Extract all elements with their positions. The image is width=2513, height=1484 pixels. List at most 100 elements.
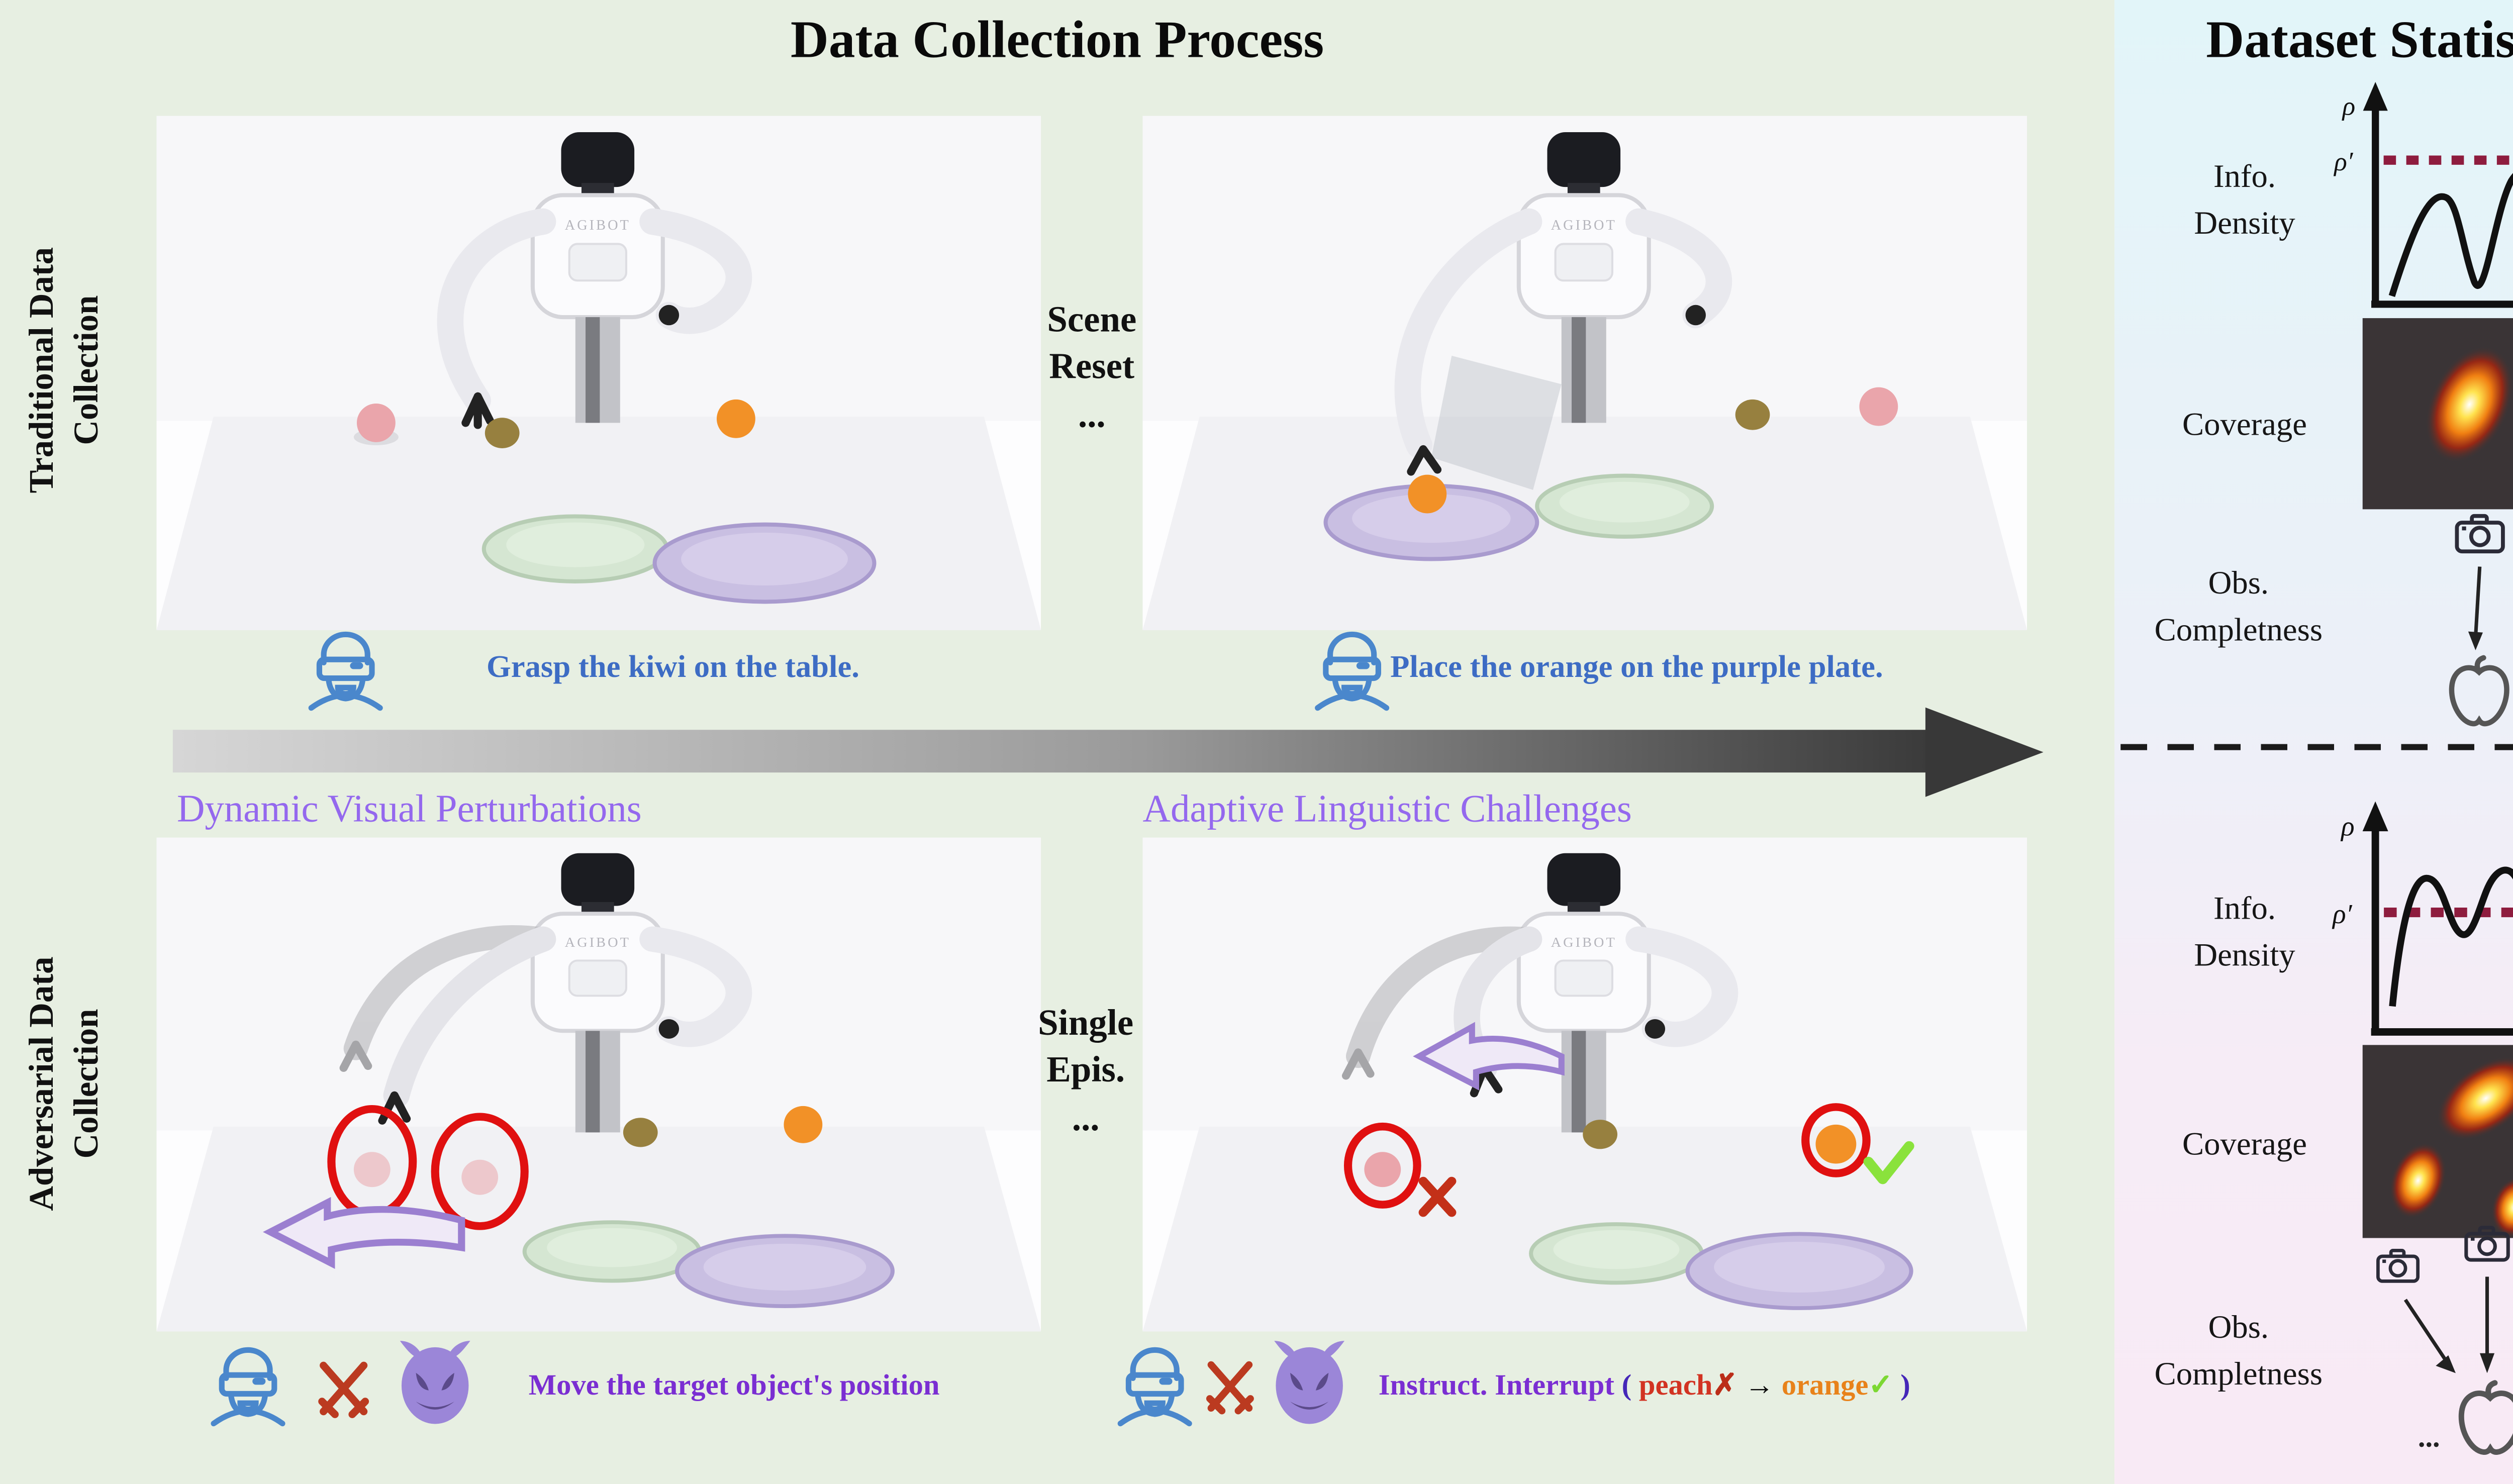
interrupt-old-target: peach [1638, 1370, 1713, 1403]
peach-new-position [461, 1159, 499, 1195]
purple-move-arrow [1413, 1022, 1565, 1091]
devil-emoji-icon [400, 1341, 470, 1424]
arrow-shaft [172, 730, 1934, 773]
robot-right-arm [1625, 208, 1732, 329]
threshold-label: ρ′ [2333, 147, 2354, 176]
photo-adversarial-interrupt: AGIBOT [1142, 837, 2027, 1332]
heat-blob [2389, 1142, 2447, 1219]
subhead-linguistic-challenges: Adaptive Linguistic Challenges [1142, 788, 1632, 832]
robot-brand-label: AGIBOT [1551, 218, 1617, 233]
view-arrow [2473, 566, 2482, 638]
robot-scene-3: AGIBOT [156, 837, 1041, 1332]
interrupt-close-paren: ) [1900, 1370, 1910, 1403]
interrupt-new-target: orange [1781, 1370, 1869, 1403]
robot-brand-label: AGIBOT [565, 218, 631, 233]
view-arrow [2403, 1299, 2449, 1364]
coverage-heatmap-traditional [2362, 318, 2513, 510]
heat-blob [2425, 346, 2513, 463]
robot-left-arm [437, 208, 556, 414]
kiwi [623, 1118, 658, 1147]
robot: AGIBOT [1516, 853, 1651, 1133]
crossed-swords-icon [318, 1361, 369, 1418]
interrupt-open-paren: ( [1621, 1370, 1632, 1403]
info-density-chart-traditional: ρ ρ′ t [2333, 82, 2513, 308]
peach [356, 403, 396, 442]
density-curve [2388, 173, 2513, 297]
kiwi [485, 418, 520, 448]
robot-left-arm [383, 926, 556, 1108]
kiwi [1583, 1120, 1618, 1149]
robot-head [1547, 132, 1621, 187]
subhead-visual-perturbations: Dynamic Visual Perturbations [176, 788, 642, 832]
dataset-statistics-title: Dataset Statistics [2206, 10, 2513, 69]
red-highlight-circle [1801, 1103, 1871, 1177]
photo-adversarial-move: AGIBOT [156, 837, 1041, 1332]
section-divider-dashed [2120, 744, 2513, 750]
robot: AGIBOT [530, 853, 665, 1133]
purple-move-arrow [263, 1197, 465, 1269]
coverage-heatmap-adversarial [2362, 1045, 2513, 1238]
gripper [1407, 445, 1442, 476]
camera-icon [2378, 1250, 2418, 1281]
robot-right-arm [639, 208, 752, 334]
single-episode-label: Single Epis. ... [1038, 1002, 1134, 1138]
orange-fruit [716, 399, 755, 438]
threshold-label: ρ′ [2332, 899, 2352, 929]
panel-data-collection: Data Collection Process Traditional Data… [0, 0, 2115, 1484]
robot: AGIBOT [1516, 132, 1651, 423]
camera-icon [2466, 1228, 2508, 1260]
robot-head [1547, 853, 1621, 906]
more-cameras-ellipsis: ... [2418, 1420, 2440, 1453]
peach [1364, 1152, 1401, 1188]
heat-blob [2437, 1056, 2513, 1140]
ghost-arm [339, 925, 555, 1072]
interrupt-prefix: Instruct. Interrupt [1378, 1370, 1614, 1403]
obs-completeness-traditional [2371, 512, 2513, 732]
stat-label-obs-top: Obs. Completness [2154, 567, 2323, 649]
stat-label-info-density-bottom: Info. Density [2194, 892, 2295, 974]
green-check-mark [1863, 1141, 1914, 1184]
red-cross-glyph: ✗ [1712, 1370, 1737, 1403]
stat-label-coverage-bottom: Coverage [2182, 1128, 2307, 1163]
robot-scene-4: AGIBOT [1142, 837, 2027, 1332]
orange-fruit [784, 1106, 823, 1143]
robot-brand-label: AGIBOT [1551, 935, 1617, 950]
interrupt-arrow-glyph: → [1745, 1370, 1775, 1403]
red-cross-mark [1418, 1176, 1457, 1217]
density-curve [2389, 866, 2513, 1007]
robot-right-arm [1625, 926, 1738, 1047]
apple-outline-icon [2452, 658, 2507, 724]
red-highlight-circle [431, 1113, 529, 1230]
gripper [461, 392, 495, 429]
scene-reset-label: Scene Reset ... [1047, 299, 1137, 435]
robot-left-arm [1394, 208, 1542, 459]
data-collection-title: Data Collection Process [790, 10, 1324, 69]
devil-emoji-icon [1274, 1341, 1345, 1424]
row-label-traditional: Traditional Data Collection [22, 247, 106, 493]
row-label-adversarial: Adversarial Data Collection [22, 956, 106, 1211]
vr-goggles-person-icon [1117, 1347, 1192, 1427]
apple-outline-icon [2461, 1383, 2513, 1452]
vr-goggles-person-icon [1315, 631, 1390, 711]
caption-grasp: Grasp the kiwi on the table. [486, 650, 860, 685]
vr-goggles-person-icon [308, 631, 383, 711]
stat-label-obs-bottom: Obs. Completness [2154, 1311, 2323, 1393]
ghost-arm [1341, 926, 1541, 1080]
y-axis-label: ρ [2342, 91, 2356, 121]
kiwi [1735, 399, 1770, 430]
peach-old-position [353, 1152, 391, 1188]
camera-icon [2457, 516, 2503, 551]
crossed-swords-icon [1206, 1361, 1254, 1415]
caption-move-object: Move the target object's position [528, 1370, 940, 1403]
robot-right-arm [639, 926, 752, 1047]
caption-place: Place the orange on the purple plate. [1390, 650, 1883, 685]
process-flow-arrow [172, 707, 2044, 797]
robot-brand-label: AGIBOT [565, 935, 631, 950]
photo-traditional-place: AGIBOT [1142, 116, 2027, 631]
orange-fruit [1815, 1124, 1857, 1164]
y-axis-label: ρ [2340, 811, 2354, 842]
orange-fruit [1408, 474, 1447, 514]
translucent-panel [1431, 355, 1562, 490]
robot: AGIBOT [530, 132, 665, 423]
